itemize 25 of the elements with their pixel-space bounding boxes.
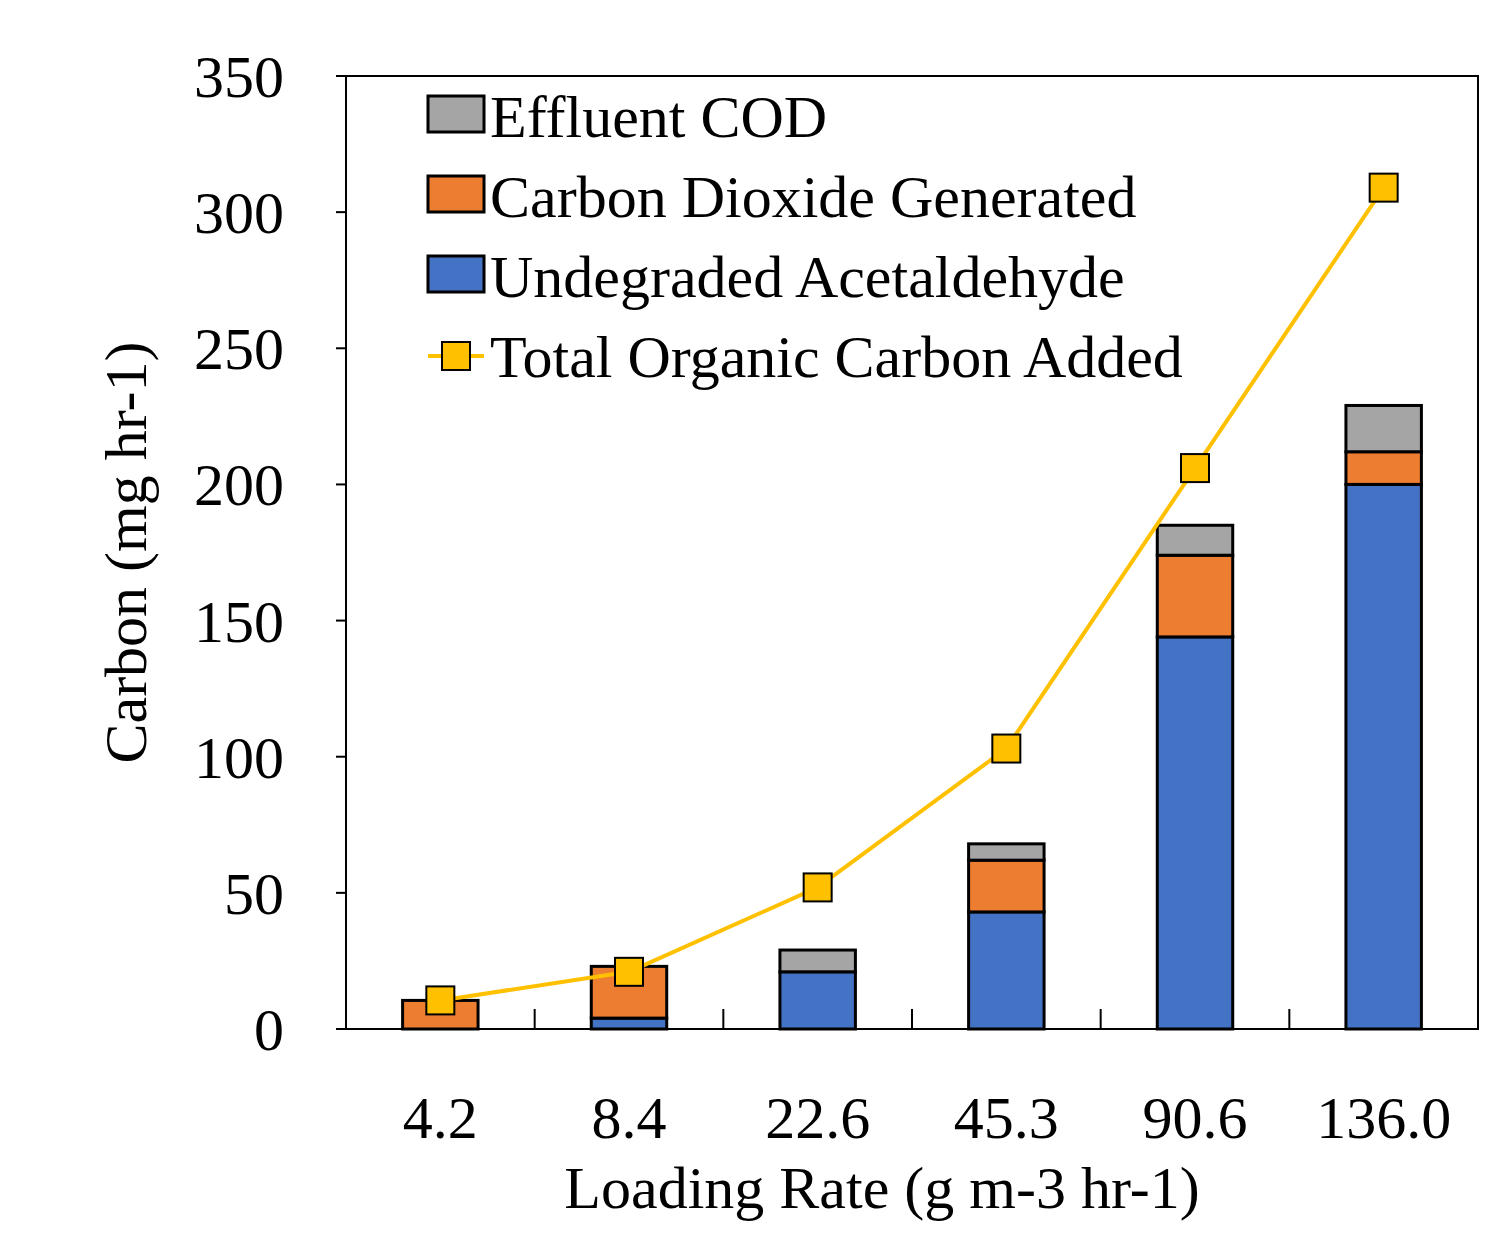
y-tick-label: 50 xyxy=(224,860,284,927)
point xyxy=(802,872,833,903)
legend-label: Total Organic Carbon Added xyxy=(490,324,1183,390)
x-tick-label: 8.4 xyxy=(591,1085,667,1151)
point xyxy=(991,733,1022,764)
x-tick-label: 4.2 xyxy=(402,1085,478,1151)
y-tick-label: 350 xyxy=(194,44,284,110)
x-tick-label: 45.3 xyxy=(953,1085,1059,1151)
y-tick-label: 250 xyxy=(194,316,284,383)
x-axis-title: Loading Rate (g m-3 hr-1) xyxy=(564,1155,1200,1221)
legend-label: Effluent COD xyxy=(490,84,828,150)
x-tick-label: 22.6 xyxy=(765,1085,871,1151)
point xyxy=(614,956,644,987)
x-tick-label: 136.0 xyxy=(1316,1085,1452,1151)
x-tick-label: 90.6 xyxy=(1142,1085,1248,1151)
y-tick-label: 100 xyxy=(194,724,284,791)
y-tick-label: 150 xyxy=(194,588,284,655)
y-axis-title: Carbon (mg hr-1) xyxy=(93,341,159,764)
y-tick-label: 200 xyxy=(194,452,284,519)
legend-label: Carbon Dioxide Generated xyxy=(490,164,1137,230)
point xyxy=(1180,453,1210,484)
legend-label: Undegraded Acetaldehyde xyxy=(490,244,1125,310)
y-tick-label: 0 xyxy=(254,997,284,1063)
point xyxy=(1368,172,1399,203)
y-tick-label: 300 xyxy=(194,180,284,247)
